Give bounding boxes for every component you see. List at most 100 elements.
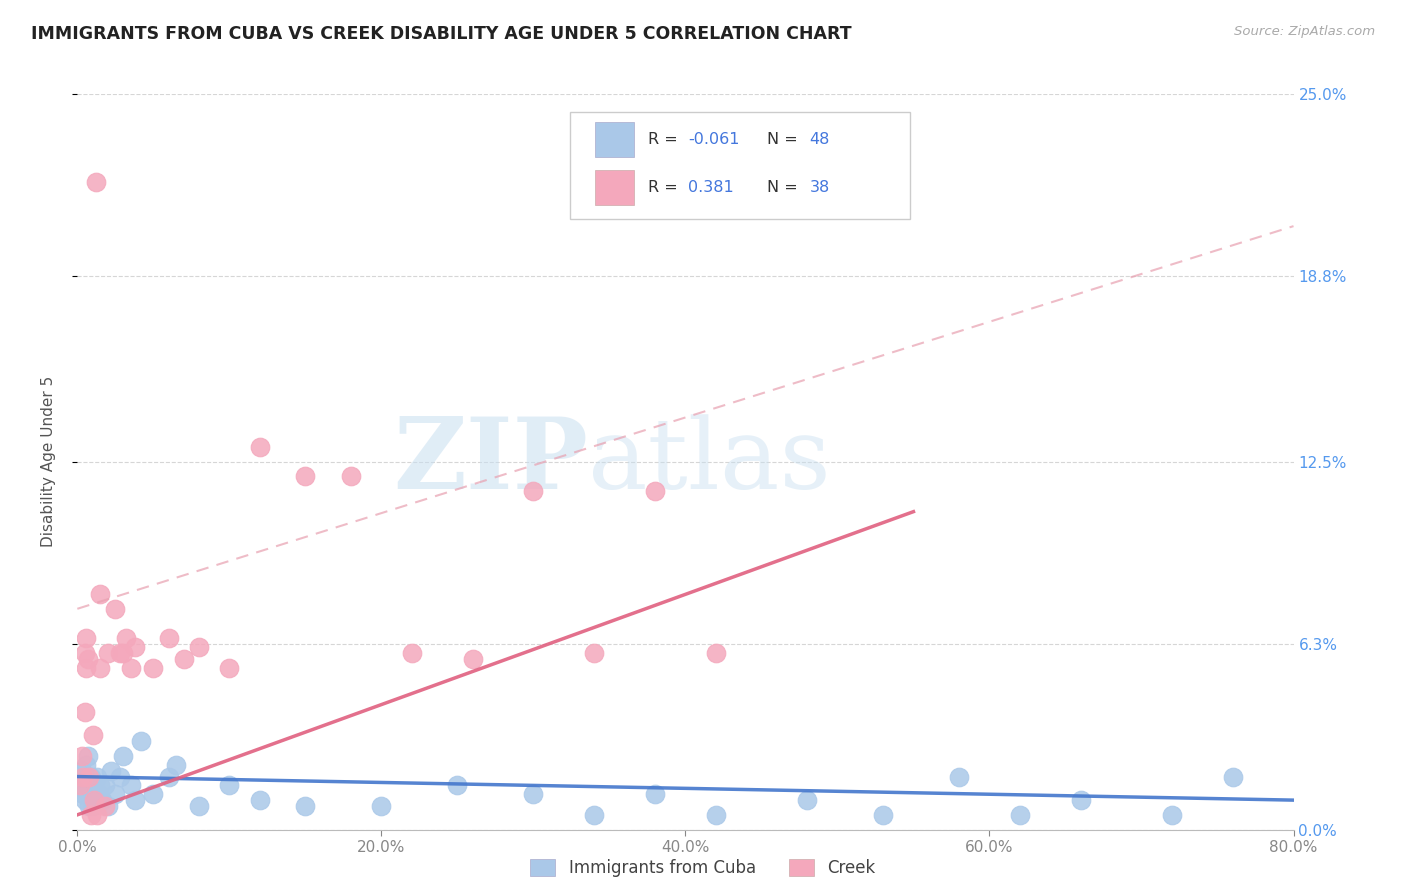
Point <box>294 799 316 814</box>
Text: 48: 48 <box>810 132 830 147</box>
Point <box>401 646 423 660</box>
Point <box>82 799 104 814</box>
Point <box>70 748 93 763</box>
Text: 38: 38 <box>810 180 830 195</box>
Point <box>165 757 187 772</box>
Point <box>129 734 152 748</box>
Text: N =: N = <box>766 180 803 195</box>
Point <box>142 787 165 801</box>
Text: 0.381: 0.381 <box>688 180 734 195</box>
Point <box>1161 808 1184 822</box>
Point <box>1008 808 1031 822</box>
Point <box>872 808 894 822</box>
Point <box>77 652 100 666</box>
Point <box>111 646 134 660</box>
Point <box>93 799 115 814</box>
Point <box>73 793 96 807</box>
Point <box>69 778 91 792</box>
Point <box>86 808 108 822</box>
Point <box>1070 793 1092 807</box>
Point <box>461 652 484 666</box>
Point <box>108 646 131 660</box>
Point <box>370 799 392 814</box>
Point <box>77 778 100 792</box>
Point <box>79 799 101 814</box>
Point <box>90 793 112 807</box>
Text: Source: ZipAtlas.com: Source: ZipAtlas.com <box>1234 25 1375 38</box>
Point <box>124 793 146 807</box>
Point <box>111 748 134 763</box>
Point <box>188 640 211 654</box>
Y-axis label: Disability Age Under 5: Disability Age Under 5 <box>42 376 56 547</box>
Point <box>644 483 666 498</box>
Point <box>173 652 195 666</box>
Point <box>120 660 142 674</box>
Point <box>104 601 127 615</box>
Point <box>73 770 96 784</box>
Point <box>704 646 727 660</box>
Point <box>77 748 100 763</box>
Text: R =: R = <box>648 180 682 195</box>
Point <box>84 793 107 807</box>
Point <box>80 770 103 784</box>
Point <box>70 764 93 778</box>
Text: ZIP: ZIP <box>394 413 588 510</box>
Point <box>83 793 105 807</box>
Legend: Immigrants from Cuba, Creek: Immigrants from Cuba, Creek <box>523 852 883 884</box>
Point <box>340 469 363 483</box>
FancyBboxPatch shape <box>595 170 634 205</box>
Point <box>104 787 127 801</box>
Point <box>108 770 131 784</box>
Point <box>157 770 180 784</box>
Point <box>188 799 211 814</box>
Point <box>75 660 97 674</box>
Point <box>100 764 122 778</box>
Point <box>522 483 544 498</box>
Text: R =: R = <box>648 132 682 147</box>
Point <box>218 660 240 674</box>
Point <box>79 770 101 784</box>
Point <box>97 646 120 660</box>
Point <box>97 799 120 814</box>
Point <box>948 770 970 784</box>
Point <box>1222 770 1244 784</box>
Point <box>69 778 91 792</box>
Point <box>82 728 104 742</box>
Point <box>79 787 101 801</box>
Point <box>86 770 108 784</box>
FancyBboxPatch shape <box>595 122 634 157</box>
Point <box>249 793 271 807</box>
Point <box>249 440 271 454</box>
FancyBboxPatch shape <box>569 112 911 219</box>
Point <box>522 787 544 801</box>
Point <box>115 631 138 645</box>
Point <box>124 640 146 654</box>
Point <box>84 175 107 189</box>
Point <box>157 631 180 645</box>
Point <box>294 469 316 483</box>
Text: -0.061: -0.061 <box>688 132 740 147</box>
Point <box>120 778 142 792</box>
Point <box>583 646 606 660</box>
Point <box>446 778 468 792</box>
Point <box>89 587 111 601</box>
Point <box>73 646 96 660</box>
Text: N =: N = <box>766 132 803 147</box>
Point <box>218 778 240 792</box>
Point <box>644 787 666 801</box>
Point <box>75 631 97 645</box>
Point <box>75 757 97 772</box>
Point <box>93 778 115 792</box>
Point <box>72 787 94 801</box>
Point <box>796 793 818 807</box>
Point <box>704 808 727 822</box>
Point <box>142 660 165 674</box>
Point <box>89 778 111 792</box>
Point <box>73 705 96 719</box>
Text: IMMIGRANTS FROM CUBA VS CREEK DISABILITY AGE UNDER 5 CORRELATION CHART: IMMIGRANTS FROM CUBA VS CREEK DISABILITY… <box>31 25 852 43</box>
Point <box>80 808 103 822</box>
Point <box>87 787 110 801</box>
Point <box>82 787 104 801</box>
Point <box>72 770 94 784</box>
Point <box>89 660 111 674</box>
